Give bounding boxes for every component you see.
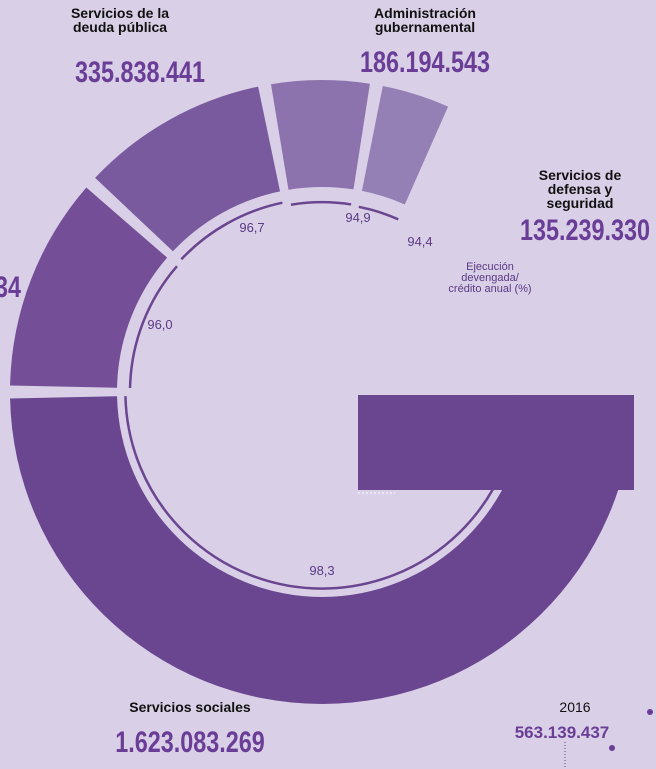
year: 2016 [559, 699, 590, 715]
segment [10, 187, 168, 388]
category-label: Servicios de la deuda pública [70, 5, 170, 35]
category-label: Servicios de defensa y seguridad [538, 167, 622, 211]
category-label: Servicios sociales [129, 699, 251, 715]
segment [270, 80, 370, 190]
category-label: Administración gubernamental [374, 5, 476, 35]
execution-label: 96,7 [239, 220, 264, 235]
dot [609, 745, 615, 751]
value-label: 34 [0, 270, 21, 303]
series-name: Ejecución devengada/ crédito anual (%) [448, 261, 532, 295]
segment [95, 86, 281, 252]
execution-label: 96,0 [147, 317, 172, 332]
dot [647, 709, 653, 715]
year-value: 563.139.437 [515, 723, 610, 742]
execution-arc [290, 200, 352, 206]
execution-arc [128, 265, 178, 389]
value-label: 1.623.083.269 [115, 725, 265, 758]
segment [10, 396, 634, 705]
execution-label: 98,3 [309, 563, 334, 578]
value-label: 135.239.330 [520, 213, 650, 246]
execution-label: 94,9 [345, 210, 370, 225]
execution-arc [180, 201, 283, 261]
value-label: 335.838.441 [75, 55, 205, 88]
value-label: 186.194.543 [360, 45, 490, 78]
execution-arc [358, 205, 399, 221]
execution-label: 94,4 [407, 234, 432, 249]
segment [361, 85, 449, 205]
g-bar [358, 395, 634, 490]
execution-arc [124, 396, 520, 590]
